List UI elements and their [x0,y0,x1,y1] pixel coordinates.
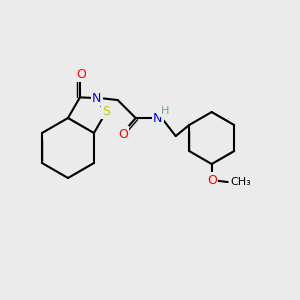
Text: S: S [102,105,110,118]
Text: O: O [118,128,128,140]
Text: N: N [153,112,162,124]
Text: N: N [92,92,101,104]
Text: CH₃: CH₃ [231,177,251,187]
Text: O: O [76,68,86,81]
Text: H: H [160,106,169,116]
Text: O: O [207,173,217,187]
